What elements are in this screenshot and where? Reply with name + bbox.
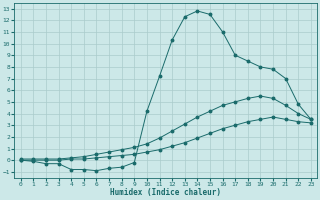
X-axis label: Humidex (Indice chaleur): Humidex (Indice chaleur) — [110, 188, 221, 197]
